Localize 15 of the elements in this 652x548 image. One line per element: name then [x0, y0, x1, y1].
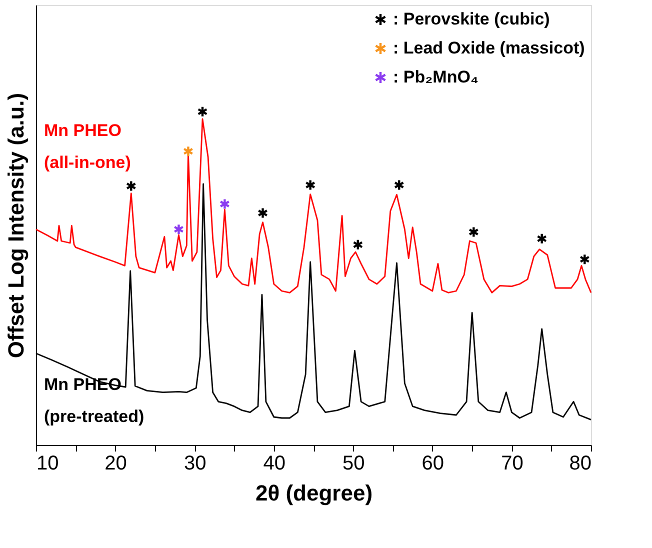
x-tick-label: 30: [184, 452, 206, 474]
legend-label: : Pb₂MnO₄: [393, 68, 479, 86]
x-axis-title: 2θ (degree): [255, 480, 373, 506]
x-tick-label: 60: [422, 452, 444, 474]
x-tick-label: 50: [342, 452, 365, 474]
legend-label: : Perovskite (cubic): [393, 10, 550, 28]
legend-label: : Lead Oxide (massicot): [393, 38, 585, 58]
x-tick-label: 40: [263, 452, 286, 474]
x-tick-label: 80: [569, 452, 592, 474]
y-axis-title: Offset Log Intensity (a.u.): [4, 92, 28, 358]
x-tick-label: 10: [36, 452, 59, 474]
series-label: Mn PHEO (pre-treated): [44, 375, 144, 426]
x-tick-label: 20: [104, 452, 127, 474]
x-tick-label: 70: [501, 452, 524, 474]
series-label: Mn PHEO (all-in-one): [44, 121, 131, 172]
